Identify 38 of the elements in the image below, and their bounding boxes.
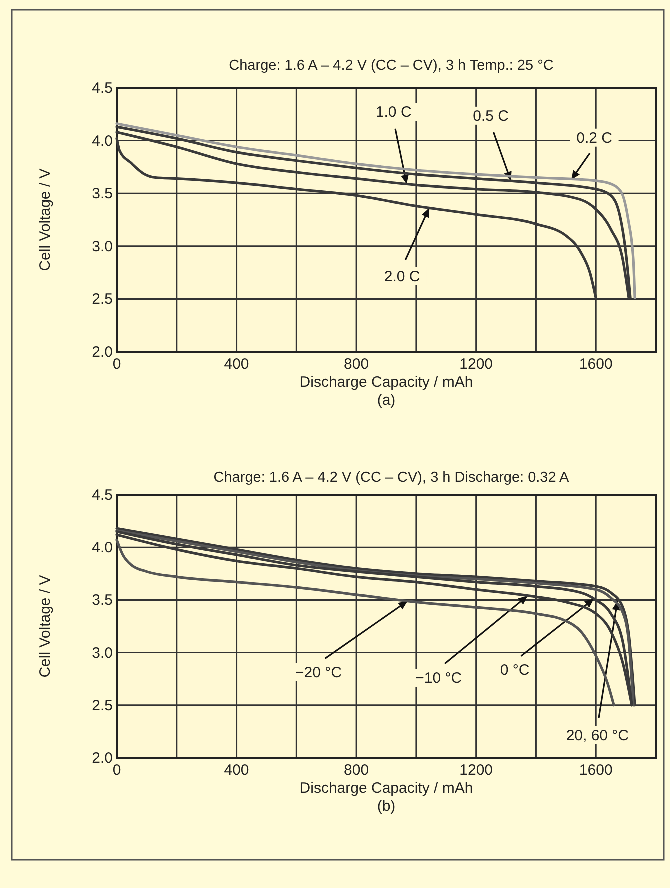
x-tick-label: 800 bbox=[344, 356, 370, 373]
y-tick-label: 3.5 bbox=[92, 186, 113, 203]
y-tick-label: 4.0 bbox=[92, 132, 113, 150]
y-axis-title: Cell Voltage / V bbox=[37, 168, 54, 272]
x-tick-label: 1200 bbox=[460, 762, 494, 779]
x-axis-title: Discharge Capacity / mAh bbox=[300, 374, 474, 391]
annotation: −10 °C bbox=[416, 670, 462, 687]
chart-title: Charge: 1.6 A – 4.2 V (CC – CV), 3 h Discharge: 0.32 A bbox=[214, 470, 570, 486]
x-tick-label: 400 bbox=[224, 356, 250, 373]
y-tick-label: 4.5 bbox=[92, 487, 113, 504]
x-tick-label: 0 bbox=[112, 762, 122, 779]
annotation: 0.5 C bbox=[473, 108, 510, 125]
y-tick-label: 3.0 bbox=[92, 644, 113, 662]
x-tick-label: 1600 bbox=[579, 762, 613, 779]
annotation: 0 °C bbox=[500, 662, 530, 680]
x-tick-label: 400 bbox=[224, 762, 250, 779]
x-tick-label: 1200 bbox=[460, 356, 494, 373]
y-tick-label: 2.0 bbox=[92, 344, 113, 361]
y-tick-label: 2.5 bbox=[92, 291, 113, 308]
annotation: 0.2 C bbox=[576, 130, 613, 147]
x-tick-label: 800 bbox=[344, 762, 370, 779]
annotation: −20 °C bbox=[296, 664, 342, 682]
text: (a) bbox=[377, 392, 396, 409]
y-tick-label: 3.5 bbox=[92, 592, 113, 610]
y-tick-label: 4.0 bbox=[92, 540, 113, 557]
text: (b) bbox=[377, 798, 396, 815]
x-tick-label: 0 bbox=[112, 356, 122, 373]
annotation: 20, 60 °C bbox=[566, 727, 630, 744]
y-tick-label: 3.0 bbox=[92, 238, 113, 256]
y-axis-title: Cell Voltage / V bbox=[37, 575, 54, 678]
y-tick-label: 2.5 bbox=[92, 697, 113, 714]
y-tick-label: 4.5 bbox=[92, 80, 113, 97]
annotation: 1.0 C bbox=[376, 104, 412, 122]
chart-title: Charge: 1.6 A – 4.2 V (CC – CV), 3 h Temp.: 25 °C bbox=[229, 58, 554, 74]
x-tick-label: 1600 bbox=[579, 356, 613, 373]
x-axis-title: Discharge Capacity / mAh bbox=[300, 780, 474, 797]
annotation: 2.0 C bbox=[384, 268, 420, 286]
y-tick-label: 2.0 bbox=[92, 750, 113, 767]
